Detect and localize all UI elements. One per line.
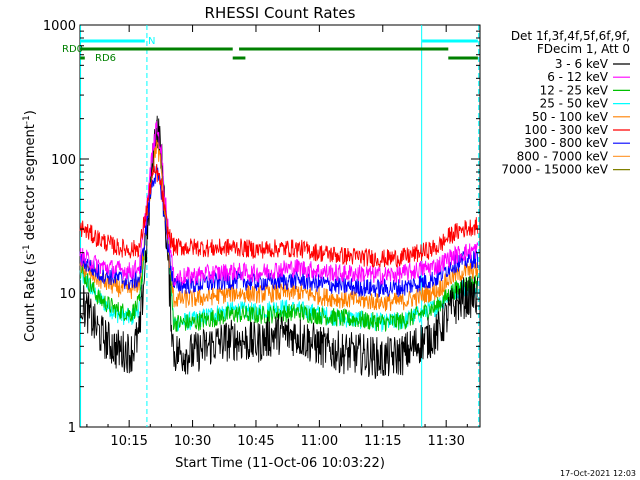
y-tick-label: 100 bbox=[51, 153, 76, 168]
y-axis-label-sup2: -1 bbox=[22, 115, 32, 124]
vertical-markers bbox=[80, 25, 480, 427]
plot-area bbox=[79, 24, 481, 428]
y-axis-label-part1: Count Rate (s bbox=[23, 253, 38, 342]
x-tick-label: 10:15 bbox=[110, 434, 147, 449]
series-line-6-12-kev bbox=[79, 120, 479, 287]
legend-label-12-25-kev: 12 - 25 keV bbox=[540, 83, 609, 97]
footer-timestamp: 17-Oct-2021 12:03 bbox=[560, 469, 636, 478]
x-axis-ticks: 10:15 10:30 10:45 11:00 11:15 11:30 bbox=[86, 25, 468, 449]
chart-title: RHESSI Count Rates bbox=[205, 4, 356, 22]
legend: Det 1f,3f,4f,5f,6f,9f, FDecim 1, Att 0 3… bbox=[501, 29, 630, 177]
legend-label-100-300-kev: 100 - 300 keV bbox=[524, 123, 608, 137]
legend-header-line2: FDecim 1, Att 0 bbox=[537, 42, 630, 56]
x-tick-label: 11:00 bbox=[301, 434, 338, 449]
x-axis-label: Start Time (11-Oct-06 10:03:22) bbox=[175, 456, 385, 471]
series-line-3-6-kev bbox=[79, 115, 479, 379]
series-line-50-100-kev bbox=[79, 139, 479, 312]
y-axis-ticks: 1 10 100 1000 bbox=[43, 19, 480, 436]
legend-label-3-6-kev: 3 - 6 keV bbox=[555, 57, 609, 71]
flag-label-rd6: RD6 bbox=[95, 53, 116, 64]
x-tick-label: 10:45 bbox=[237, 434, 274, 449]
legend-label-25-50-kev: 25 - 50 keV bbox=[540, 97, 609, 111]
y-tick-label: 10 bbox=[59, 287, 76, 302]
flag-bars: N RD0 RD6 bbox=[62, 36, 478, 64]
y-axis-label: Count Rate (s-1 detector segment-1) bbox=[22, 110, 38, 342]
x-tick-label: 10:30 bbox=[174, 434, 211, 449]
y-tick-label: 1 bbox=[68, 421, 76, 436]
legend-label-6-12-kev: 6 - 12 keV bbox=[547, 70, 609, 84]
y-axis-label-close: ) bbox=[23, 110, 38, 115]
legend-label-800-7000-kev: 800 - 7000 keV bbox=[517, 149, 609, 163]
flag-label-rd0: RD0 bbox=[62, 44, 83, 55]
legend-label-50-100-kev: 50 - 100 keV bbox=[532, 110, 609, 124]
x-tick-label: 11:30 bbox=[427, 434, 464, 449]
y-axis-label-part2: detector segment bbox=[23, 124, 38, 244]
legend-header-line1: Det 1f,3f,4f,5f,6f,9f, bbox=[511, 29, 630, 43]
series-line-100-300-kev bbox=[79, 163, 479, 268]
plot-frame bbox=[79, 24, 481, 428]
legend-label-7000-15000-kev: 7000 - 15000 keV bbox=[501, 163, 608, 177]
x-tick-label: 11:15 bbox=[364, 434, 401, 449]
y-tick-label: 1000 bbox=[43, 19, 76, 34]
flag-label-n: N bbox=[148, 36, 155, 47]
series-lines bbox=[79, 115, 479, 379]
y-axis-label-sup1: -1 bbox=[22, 244, 32, 253]
legend-label-300-800-kev: 300 - 800 keV bbox=[524, 136, 608, 150]
